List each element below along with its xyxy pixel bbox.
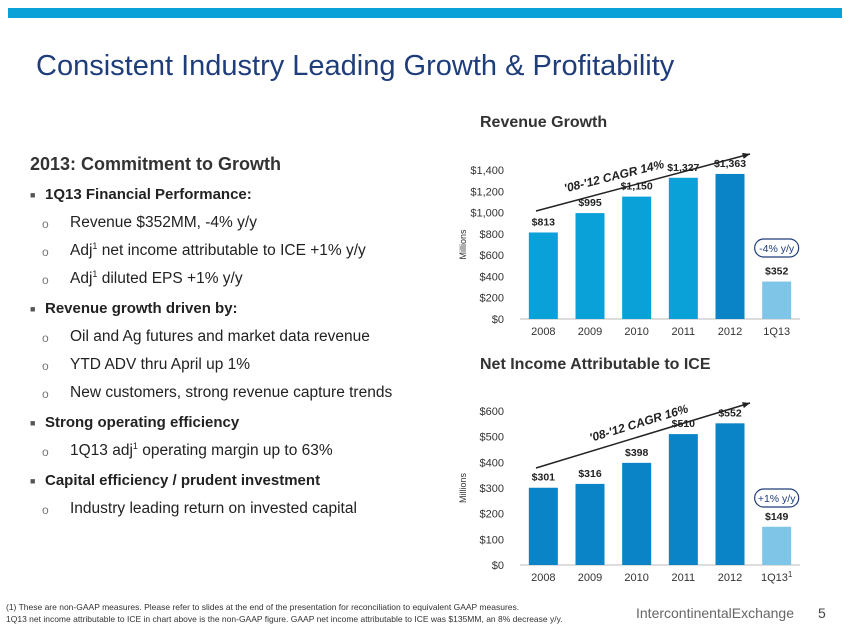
x-tick-label: 2011 bbox=[672, 572, 696, 584]
circle-bullet-icon: o bbox=[42, 359, 49, 373]
x-tick-label: 2008 bbox=[531, 326, 555, 338]
y-tick-label: $1,000 bbox=[470, 208, 504, 220]
circle-bullet-icon: o bbox=[42, 387, 49, 401]
footnote-line-2: 1Q13 net income attributable to ICE in c… bbox=[6, 614, 563, 624]
bar bbox=[575, 483, 605, 565]
circle-bullet-icon: o bbox=[42, 245, 49, 259]
y-tick-label: $600 bbox=[480, 250, 504, 262]
bar-value-label: $995 bbox=[578, 197, 602, 209]
bar bbox=[622, 196, 652, 319]
bar bbox=[528, 232, 558, 319]
circle-bullet-icon: o bbox=[42, 217, 49, 231]
bullet-operating-efficiency: ■ Strong operating efficiency bbox=[30, 414, 240, 431]
circle-bullet-icon: o bbox=[42, 445, 49, 459]
y-tick-label: $500 bbox=[480, 432, 504, 444]
yoy-badge-label: -4% y/y bbox=[759, 243, 795, 255]
x-tick-label: 2012 bbox=[718, 572, 742, 584]
yoy-badge bbox=[754, 488, 800, 508]
y-tick-label: $1,400 bbox=[470, 165, 504, 177]
sub-bullet: o Adj1 diluted EPS +1% y/y bbox=[30, 269, 440, 289]
circle-bullet-icon: o bbox=[42, 273, 49, 287]
sub-bullet: o Revenue $352MM, -4% y/y bbox=[30, 213, 440, 233]
y-tick-label: $300 bbox=[480, 483, 504, 495]
bar-value-label: $510 bbox=[672, 418, 696, 430]
circle-bullet-icon: o bbox=[42, 331, 49, 345]
bar-value-label: $149 bbox=[765, 511, 789, 523]
y-tick-label: $600 bbox=[480, 406, 504, 418]
x-tick-label: 2009 bbox=[578, 326, 602, 338]
page-number: 5 bbox=[818, 605, 826, 621]
bar bbox=[622, 462, 652, 565]
bar bbox=[668, 434, 698, 565]
y-tick-label: $0 bbox=[492, 560, 504, 572]
bar bbox=[668, 177, 698, 319]
bar bbox=[715, 173, 745, 319]
x-tick-label: 2009 bbox=[578, 572, 602, 584]
y-tick-label: $200 bbox=[480, 509, 504, 521]
y-tick-label: $200 bbox=[480, 293, 504, 305]
x-tick-label: 2010 bbox=[624, 326, 648, 338]
trend-arrow-line bbox=[535, 153, 751, 212]
bar-value-label: $813 bbox=[532, 216, 556, 228]
sub-bullet: o YTD ADV thru April up 1% bbox=[30, 355, 440, 375]
left-panel: 2013: Commitment to Growth ■ 1Q13 Financi… bbox=[30, 154, 440, 519]
bar-value-label: $352 bbox=[765, 266, 789, 278]
y-axis-label: Millions bbox=[458, 473, 468, 504]
trend-arrow-head-icon bbox=[742, 152, 750, 159]
sub-bullet: o New customers, strong revenue capture t… bbox=[30, 383, 440, 403]
y-tick-label: $400 bbox=[480, 457, 504, 469]
top-accent-bar bbox=[8, 8, 842, 18]
bar bbox=[715, 423, 745, 565]
x-tick-label: 1Q13 bbox=[763, 326, 790, 338]
square-bullet-icon: ■ bbox=[30, 476, 36, 486]
net-income-chart-title: Net Income Attributable to ICE bbox=[480, 356, 711, 373]
square-bullet-icon: ■ bbox=[30, 304, 36, 314]
bar bbox=[575, 213, 605, 319]
sub-bullet: o Industry leading return on invested cap… bbox=[30, 499, 440, 519]
bar-value-label: $398 bbox=[625, 447, 649, 459]
bar-value-label: $1,327 bbox=[667, 162, 699, 174]
bar-value-label: $1,150 bbox=[621, 181, 653, 193]
sub-bullet: o Oil and Ag futures and market data reve… bbox=[30, 327, 440, 347]
y-tick-label: $400 bbox=[480, 271, 504, 283]
x-tick-label: 2008 bbox=[531, 572, 555, 584]
y-tick-label: $100 bbox=[480, 534, 504, 546]
bar bbox=[762, 526, 792, 565]
x-tick-label: 2010 bbox=[624, 572, 648, 584]
revenue-chart-title: Revenue Growth bbox=[480, 114, 608, 131]
x-tick-label: 2011 bbox=[672, 326, 696, 338]
trend-arrow-head-icon bbox=[742, 402, 750, 409]
x-tick-label: 1Q131 bbox=[761, 570, 793, 584]
sub-bullet: o Adj1 net income attributable to ICE +1%… bbox=[30, 241, 440, 261]
bar-value-label: $301 bbox=[532, 472, 556, 484]
square-bullet-icon: ■ bbox=[30, 190, 36, 200]
x-tick-label: 2012 bbox=[718, 326, 742, 338]
y-tick-label: $0 bbox=[492, 314, 504, 326]
bar bbox=[762, 281, 792, 319]
square-bullet-icon: ■ bbox=[30, 418, 36, 428]
y-tick-label: $800 bbox=[480, 229, 504, 241]
trend-arrow-line bbox=[535, 402, 751, 469]
brand-logo-text: IntercontinentalExchange bbox=[636, 605, 794, 621]
bar bbox=[528, 487, 558, 565]
y-axis-label: Millions bbox=[458, 229, 468, 260]
panel-heading: 2013: Commitment to Growth bbox=[30, 154, 282, 174]
bar-value-label: $316 bbox=[578, 468, 602, 480]
footnote-line-1: (1) These are non-GAAP measures. Please … bbox=[6, 602, 520, 612]
page-title: Consistent Industry Leading Growth & Pro… bbox=[36, 50, 675, 82]
bullet-revenue-growth: ■ Revenue growth driven by: bbox=[30, 300, 238, 317]
footnote: (1) These are non-GAAP measures. Please … bbox=[6, 601, 563, 625]
yoy-badge bbox=[754, 238, 800, 258]
bullet-financial-performance: ■ 1Q13 Financial Performance: bbox=[30, 186, 252, 203]
sub-bullet: o 1Q13 adj1 operating margin up to 63% bbox=[30, 441, 440, 461]
bullet-capital-efficiency: ■ Capital efficiency / prudent investment bbox=[30, 472, 321, 489]
yoy-badge-label: +1% y/y bbox=[758, 493, 796, 505]
y-tick-label: $1,200 bbox=[470, 186, 504, 198]
circle-bullet-icon: o bbox=[42, 503, 49, 517]
